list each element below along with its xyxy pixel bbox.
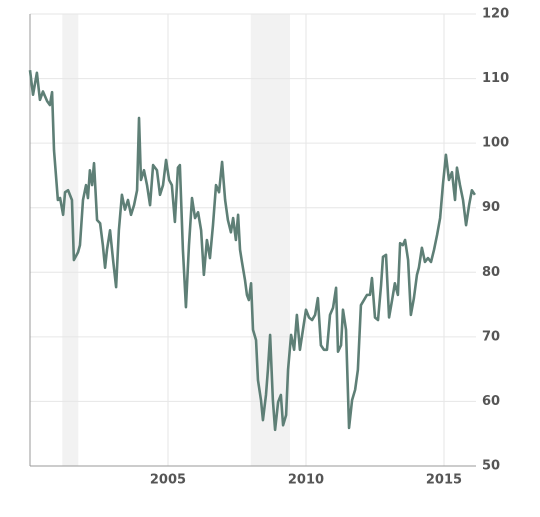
y-tick-label: 60 bbox=[482, 394, 500, 409]
x-tick-label: 2015 bbox=[426, 473, 462, 488]
x-tick-label: 2010 bbox=[288, 473, 324, 488]
y-tick-label: 120 bbox=[482, 7, 509, 22]
y-tick-label: 70 bbox=[482, 329, 500, 344]
x-tick-label: 2005 bbox=[150, 473, 186, 488]
y-tick-label: 90 bbox=[482, 200, 500, 215]
line bbox=[28, 70, 476, 432]
recession-band bbox=[250, 14, 290, 466]
y-tick-label: 80 bbox=[482, 265, 500, 280]
y-tick-label: 50 bbox=[482, 459, 500, 474]
y-tick-label: 100 bbox=[482, 136, 509, 151]
recession-band bbox=[62, 14, 79, 466]
y-tick-label: 110 bbox=[482, 71, 509, 86]
